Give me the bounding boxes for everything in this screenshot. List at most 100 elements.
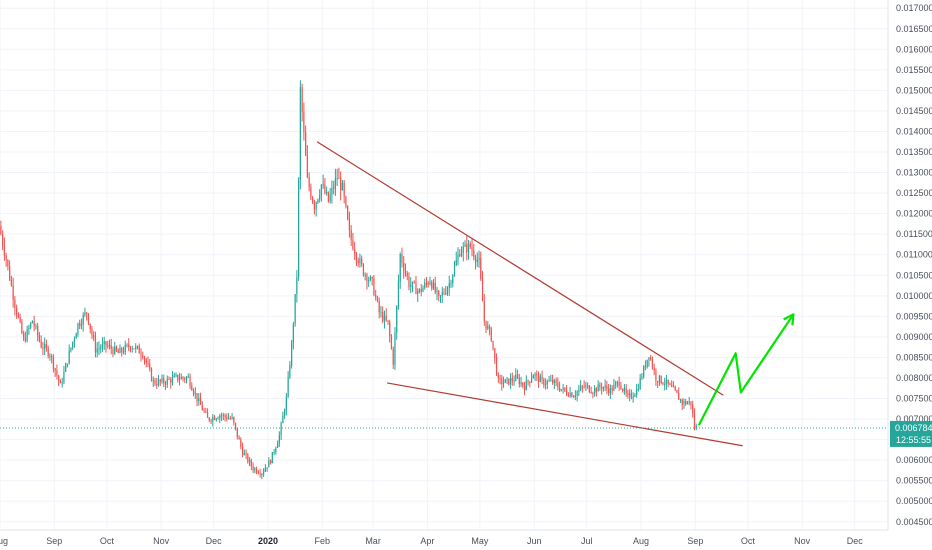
candle-body bbox=[334, 178, 337, 189]
candle-body bbox=[588, 385, 590, 393]
candle-body bbox=[569, 392, 571, 397]
candle-body bbox=[396, 306, 398, 333]
candle-body bbox=[313, 202, 316, 210]
candle-body bbox=[150, 368, 153, 381]
candle-body bbox=[234, 422, 237, 429]
candle-body bbox=[82, 314, 84, 325]
candle-body bbox=[66, 363, 69, 365]
time-tick-label: Nov bbox=[794, 536, 811, 546]
candle-body bbox=[203, 410, 205, 412]
candle-body bbox=[592, 393, 594, 395]
last-price-value: 0.006784 bbox=[895, 423, 932, 433]
candle-body bbox=[220, 415, 223, 417]
candle-body bbox=[117, 350, 119, 354]
candle-body bbox=[511, 378, 513, 381]
candle-body bbox=[494, 348, 496, 358]
candle-body bbox=[480, 258, 482, 279]
candle-body bbox=[348, 219, 351, 231]
candle-body bbox=[212, 417, 214, 422]
candle-body bbox=[98, 348, 100, 350]
candle-body bbox=[17, 314, 20, 318]
candle-body bbox=[37, 326, 39, 336]
candle-body bbox=[243, 453, 245, 456]
candle-body bbox=[417, 290, 419, 295]
candle-body bbox=[187, 376, 189, 378]
candle-body bbox=[124, 344, 126, 353]
candle-body bbox=[326, 191, 328, 194]
candle-body bbox=[671, 384, 673, 387]
candle-body bbox=[259, 473, 261, 475]
price-axis[interactable]: 0.0045000.0050000.0055000.0060000.006500… bbox=[896, 3, 932, 527]
candle-body bbox=[79, 323, 81, 326]
candle-body bbox=[650, 357, 652, 360]
candle-body bbox=[89, 323, 91, 329]
candle-body bbox=[128, 344, 130, 348]
candle-body bbox=[273, 452, 275, 454]
candle-body bbox=[171, 377, 174, 383]
candle-body bbox=[238, 436, 240, 440]
candle-body bbox=[692, 404, 694, 414]
candle-body bbox=[495, 357, 498, 375]
candle-body bbox=[175, 374, 177, 376]
candle-body bbox=[296, 277, 298, 294]
time-tick-label: Oct bbox=[100, 536, 115, 546]
candle-body bbox=[262, 471, 265, 474]
candle-body bbox=[411, 281, 414, 286]
candle-body bbox=[210, 420, 212, 422]
candle-body bbox=[16, 307, 18, 315]
candle-body bbox=[338, 178, 340, 180]
candle-body bbox=[462, 246, 464, 253]
candle-body bbox=[693, 413, 696, 429]
time-axis[interactable]: Aug Sep Oct Nov Dec 2020 Feb Mar Apr May Jun Jul Aug… bbox=[0, 536, 863, 546]
candle-body bbox=[49, 355, 51, 357]
candle-body bbox=[345, 196, 347, 207]
candle-body bbox=[655, 370, 657, 382]
candle-body bbox=[583, 386, 585, 388]
candle-body bbox=[404, 270, 407, 274]
candle-body bbox=[350, 230, 352, 240]
candle-body bbox=[359, 258, 361, 264]
candle-body bbox=[61, 382, 63, 384]
candle-body bbox=[594, 388, 596, 394]
candle-body bbox=[441, 292, 443, 296]
candle-body bbox=[424, 282, 426, 288]
candle-body bbox=[229, 418, 231, 420]
candle-body bbox=[142, 355, 144, 358]
candle-body bbox=[615, 382, 617, 385]
candle-body bbox=[182, 377, 184, 379]
candle-body bbox=[51, 355, 53, 357]
candle-body bbox=[147, 362, 149, 365]
candle-body bbox=[129, 347, 132, 349]
candle-body bbox=[387, 320, 389, 323]
candle-body bbox=[476, 259, 478, 262]
candle-body bbox=[450, 283, 452, 285]
candle-body bbox=[184, 378, 186, 380]
candle-body bbox=[308, 176, 310, 188]
candle-body bbox=[24, 338, 27, 341]
candle-body bbox=[408, 276, 410, 287]
candle-body bbox=[156, 383, 158, 385]
candle-body bbox=[630, 393, 633, 398]
candle-body bbox=[418, 289, 421, 291]
price-tick-label: 0.011500 bbox=[896, 229, 932, 239]
candle-body bbox=[578, 389, 580, 392]
candle-body bbox=[595, 388, 597, 392]
candle-body bbox=[551, 379, 554, 384]
candle-body bbox=[226, 416, 228, 420]
candle-body bbox=[21, 321, 23, 334]
candle-body bbox=[105, 341, 107, 346]
candle-body bbox=[665, 379, 668, 384]
candle-body bbox=[427, 283, 429, 285]
price-tick-label: 0.008000 bbox=[896, 373, 932, 383]
candle-body bbox=[420, 289, 422, 292]
candle-body bbox=[415, 282, 417, 295]
candle-body bbox=[490, 328, 492, 341]
candle-body bbox=[284, 410, 286, 416]
price-tick-label: 0.004500 bbox=[896, 517, 932, 527]
candle-body bbox=[382, 312, 384, 322]
candle-body bbox=[599, 384, 601, 388]
candle-body bbox=[515, 374, 517, 381]
candle-body bbox=[45, 344, 48, 348]
candle-body bbox=[91, 328, 93, 335]
